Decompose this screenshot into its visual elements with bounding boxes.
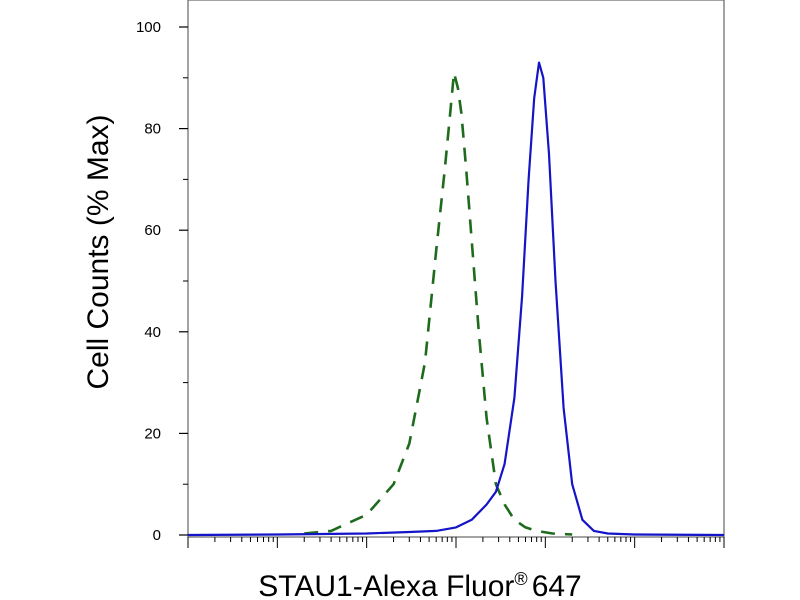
y-tick-label: 20 — [144, 425, 161, 442]
y-tick-label: 0 — [153, 527, 161, 544]
series-dashed-line — [304, 71, 573, 536]
y-axis-title: Cell Counts (% Max) — [82, 114, 115, 389]
y-tick-label: 40 — [144, 324, 161, 341]
x-axis-title-superscript: ® — [514, 569, 527, 589]
x-axis-title-main: STAU1-Alexa Fluor — [258, 570, 514, 600]
x-axis-title-suffix: 647 — [532, 570, 582, 600]
x-axis-ticks — [187, 537, 725, 548]
y-tick-label: 100 — [136, 19, 161, 36]
y-tick-label: 60 — [144, 222, 161, 239]
y-axis-ticks: 0 20 40 60 80 100 — [136, 19, 188, 544]
series-solid-line — [187, 61, 725, 537]
x-axis-title: STAU1-Alexa Fluor® 647 — [258, 569, 582, 600]
series-layer — [187, 61, 725, 537]
y-tick-label: 80 — [144, 121, 161, 138]
